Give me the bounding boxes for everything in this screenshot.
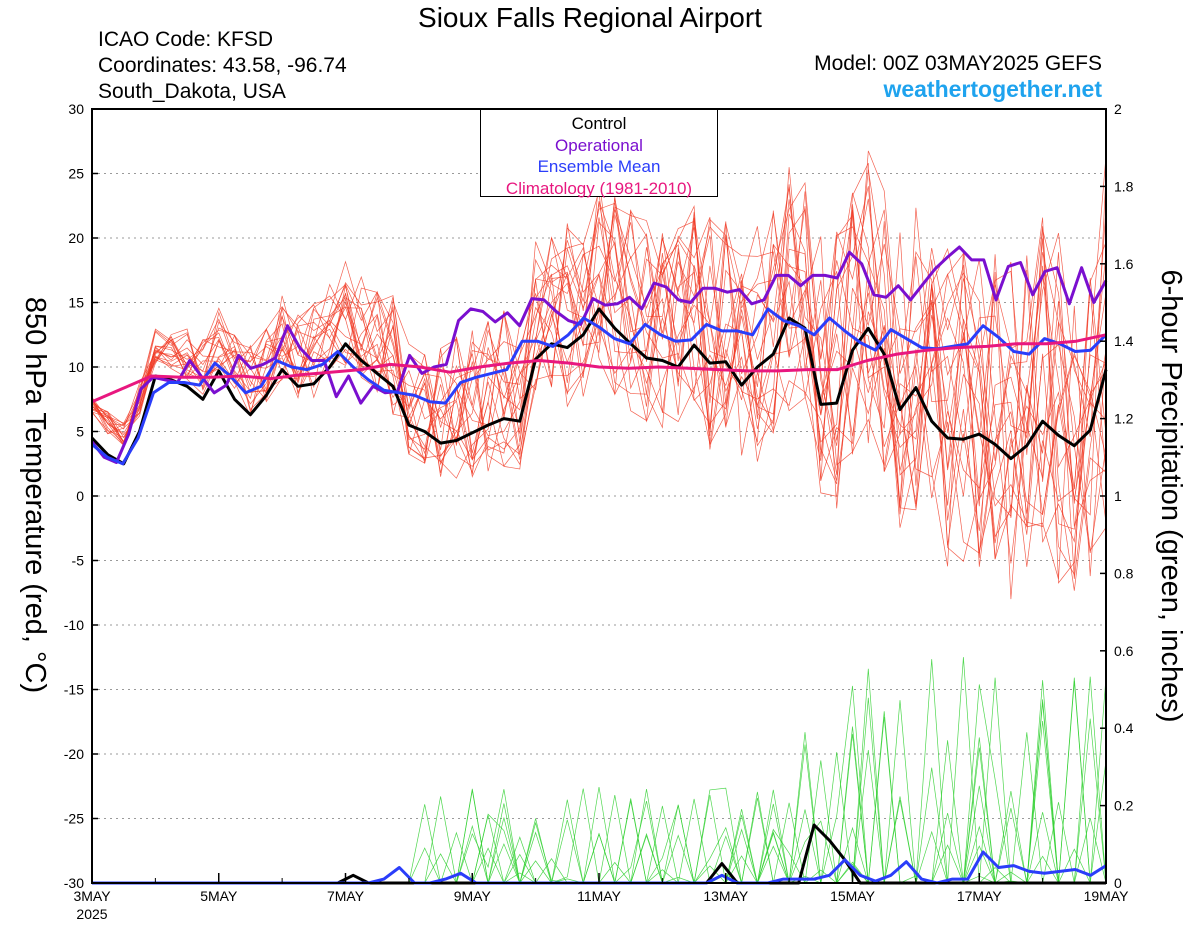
member-precip-line — [92, 668, 1106, 884]
y-left-tick-label: 0 — [76, 488, 84, 504]
model-run: Model: 00Z 03MAY2025 GEFS — [814, 52, 1102, 75]
temp-climatology-1981-2010-line — [91, 333, 1107, 404]
y-right-tick-label: 2 — [1114, 101, 1122, 117]
member-precip-line — [92, 732, 1106, 885]
y-left-tick-label: -25 — [64, 811, 84, 827]
page-title: Sioux Falls Regional Airport — [418, 2, 762, 33]
member-temp-line — [91, 199, 1107, 580]
member-precip-line — [92, 795, 1106, 884]
y-left-tick-label: -10 — [64, 617, 84, 633]
y-right-tick-label: 1.8 — [1114, 178, 1134, 194]
y-left-tick-label: -30 — [64, 875, 84, 891]
member-precip-line — [92, 681, 1106, 884]
y-left-tick-label: -15 — [64, 682, 84, 698]
y-left-tick-label: 5 — [76, 424, 84, 440]
y-right-tick-label: 0.6 — [1114, 643, 1134, 659]
legend-control: Control — [571, 114, 627, 133]
y-left-tick-label: 20 — [68, 230, 84, 246]
member-temp-line — [91, 163, 1107, 501]
y-right-tick-label: 1.6 — [1114, 256, 1134, 272]
y-right-tick-label: 0.2 — [1114, 798, 1134, 814]
y-right-tick-label: 0.8 — [1114, 565, 1134, 581]
y-left-tick-label: 25 — [68, 166, 84, 182]
x-tick-label: 7MAY — [327, 888, 365, 904]
y-right-tick-label: 1.2 — [1114, 411, 1134, 427]
website-link[interactable]: weathertogether.net — [883, 76, 1102, 102]
x-tick-label: 5MAY — [200, 888, 238, 904]
member-precip-line — [92, 676, 1107, 884]
chart-grid — [92, 173, 1106, 819]
member-temp-line — [91, 184, 1107, 527]
member-precip-line — [92, 677, 1106, 884]
member-temp-line — [91, 150, 1107, 544]
legend-climatology: Climatology (1981-2010) — [505, 178, 693, 198]
x-tick-label: 15MAY — [830, 888, 876, 904]
member-precip-line — [92, 657, 1106, 884]
region: South_Dakota, USA — [98, 80, 286, 103]
y-left-tick-label: 30 — [68, 101, 84, 117]
temp-control-line — [90, 307, 1108, 466]
y-right-tick-label: 0.4 — [1114, 720, 1134, 736]
x-tick-label: 17MAY — [957, 888, 1003, 904]
member-precip-line — [92, 790, 1106, 884]
y-right-tick-label: 0 — [1114, 875, 1122, 891]
y-right-tick-label: 1.4 — [1114, 333, 1134, 349]
x-tick-label: 9MAY — [454, 888, 492, 904]
y-right-tick-label: 1 — [1114, 488, 1122, 504]
legend-operational: Operational — [555, 135, 643, 155]
y-left-tick-label: 15 — [68, 295, 84, 311]
chart-axes: -30-25-20-15-10-505101520253000.20.40.60… — [64, 101, 1187, 922]
member-temp-line — [91, 204, 1107, 591]
member-temp-line — [91, 191, 1107, 567]
member-precip-line — [92, 744, 1106, 884]
member-precip-line — [92, 747, 1106, 884]
member-temp-line — [91, 208, 1107, 538]
x-tick-label: 3MAY — [73, 888, 111, 904]
x-year-label: 2025 — [76, 906, 107, 922]
y-left-tick-label: -5 — [72, 553, 85, 569]
member-temp-line — [91, 191, 1107, 554]
x-tick-label: 11MAY — [577, 888, 621, 904]
legend-ensemble-mean: Ensemble Mean — [537, 157, 661, 176]
member-temp-line — [91, 172, 1107, 600]
icao-code: ICAO Code: KFSD — [98, 28, 274, 51]
chart-legend: Control Operational Ensemble Mean Climat… — [480, 109, 718, 198]
member-temp-line — [91, 181, 1107, 579]
y-axis-left-label: 850 hPa Temperature (red, °C) — [19, 296, 51, 694]
temp-operational-line — [90, 245, 1108, 464]
member-temp-line — [91, 192, 1107, 564]
y-left-tick-label: 10 — [68, 359, 84, 375]
y-axis-right-label: 6-hour Precipitation (green, inches) — [1155, 270, 1187, 723]
x-tick-label: 19MAY — [1084, 888, 1130, 904]
member-precip-line — [92, 685, 1106, 884]
member-precip-line — [92, 676, 1107, 884]
y-left-tick-label: -20 — [64, 746, 84, 762]
member-precip-line — [92, 677, 1106, 885]
coordinates: Coordinates: 43.58, -96.74 — [98, 54, 347, 77]
ensemble-members — [91, 150, 1107, 885]
x-tick-label: 13MAY — [703, 888, 749, 904]
